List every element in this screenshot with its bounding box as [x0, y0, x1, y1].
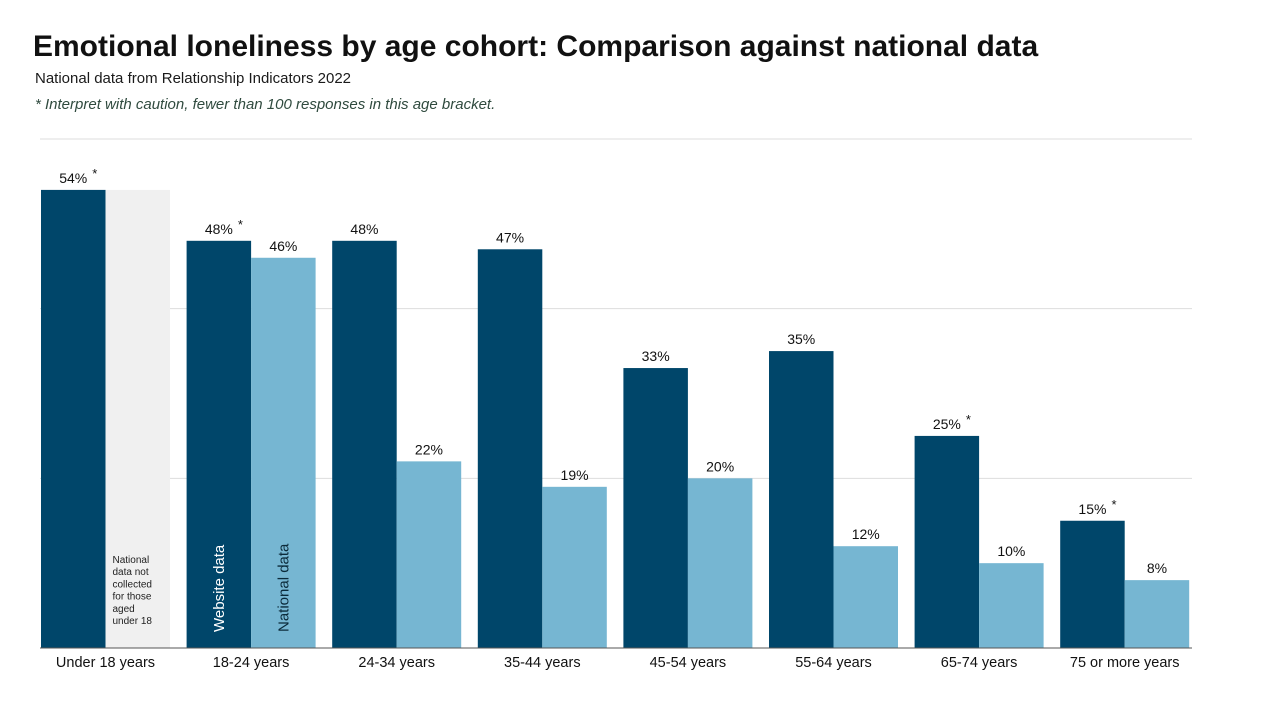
bar-website	[41, 189, 106, 648]
bar-national	[251, 257, 316, 648]
data-label-website: 25%	[933, 416, 961, 432]
data-label-website: 15%	[1078, 501, 1106, 517]
bar-website	[186, 240, 252, 649]
series-label-website: Website data	[211, 544, 228, 632]
x-tick-label: 45-54 years	[650, 655, 727, 671]
bar-national	[1124, 580, 1190, 648]
data-label-national: 10%	[997, 543, 1025, 559]
bar-website	[477, 249, 543, 649]
bar-national	[396, 461, 462, 648]
x-tick-label: 75 or more years	[1070, 655, 1180, 671]
missing-data-note-line: data not	[113, 567, 149, 578]
bar-national-missing	[105, 189, 170, 648]
bar-website	[769, 351, 834, 648]
bar-website	[1060, 520, 1125, 648]
x-tick-label: 55-64 years	[795, 655, 872, 671]
x-tick-label: 18-24 years	[213, 655, 290, 671]
data-label-website: 35%	[787, 331, 815, 347]
x-axis: Under 18 years 18-24 years 24-34 years 35-4…	[40, 647, 1192, 671]
data-labels: 54% * 46% 48% * 22% 48% 19% 47% 20% 33% 12% 35% 10% 25…	[59, 166, 1167, 632]
asterisk-marker: *	[92, 166, 97, 181]
bar-website	[332, 240, 397, 649]
x-tick-label: 65-74 years	[941, 655, 1018, 671]
x-tick-label: 35-44 years	[504, 655, 581, 671]
x-tick-label: Under 18 years	[56, 655, 155, 671]
data-label-website: 54%	[59, 170, 87, 186]
data-label-website: 47%	[496, 229, 524, 245]
data-label-national: 12%	[852, 526, 880, 542]
missing-data-note-line: for those	[113, 592, 152, 603]
missing-data-note-line: aged	[113, 604, 135, 615]
data-label-national: 22%	[415, 441, 443, 457]
asterisk-marker: *	[966, 412, 971, 427]
asterisk-marker: *	[1111, 497, 1116, 512]
x-tick-label: 24-34 years	[358, 655, 435, 671]
asterisk-marker: *	[238, 217, 243, 232]
missing-data-note-line: National	[113, 555, 150, 566]
bars: National data not collected for those aged un…	[41, 189, 1190, 649]
data-label-website: 48%	[350, 221, 378, 237]
missing-data-note: National data not collected for those aged un…	[113, 555, 153, 627]
chart-title: Emotional loneliness by age cohort: Comp…	[33, 30, 1039, 63]
data-label-website: 33%	[642, 348, 670, 364]
chart-subtitle: National data from Relationship Indicato…	[35, 70, 352, 87]
missing-data-note-line: collected	[113, 579, 152, 590]
data-label-website: 48%	[205, 221, 233, 237]
series-label-national: National data	[275, 543, 292, 632]
missing-data-note-line: under 18	[113, 616, 153, 627]
bar-national	[542, 486, 607, 648]
data-label-national: 19%	[561, 467, 589, 483]
bar-national	[979, 563, 1044, 648]
bar-website	[623, 368, 688, 648]
caution-note: * Interpret with caution, fewer than 100…	[35, 96, 496, 113]
bar-national	[687, 478, 753, 648]
bar-national	[833, 546, 898, 648]
bar-website	[914, 435, 980, 648]
data-label-national: 8%	[1147, 560, 1167, 576]
data-label-national: 46%	[269, 238, 297, 254]
data-label-national: 20%	[706, 458, 734, 474]
